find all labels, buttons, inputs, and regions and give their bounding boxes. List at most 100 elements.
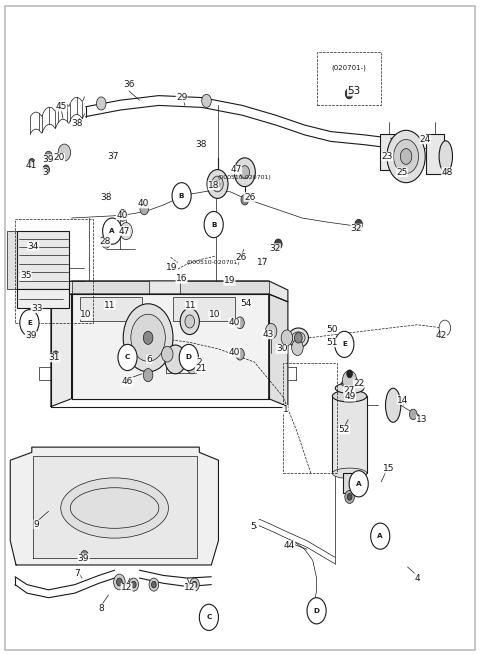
Text: 26: 26 (236, 253, 247, 262)
Bar (17, 231, 69, 289)
Circle shape (347, 493, 352, 500)
Polygon shape (51, 281, 288, 302)
Text: 25: 25 (396, 168, 408, 176)
Circle shape (349, 471, 368, 497)
Text: 53: 53 (348, 86, 360, 96)
Text: 40: 40 (228, 318, 240, 327)
Circle shape (240, 166, 250, 178)
Text: 32: 32 (269, 243, 281, 253)
Text: 49: 49 (344, 392, 356, 401)
Circle shape (120, 222, 132, 239)
Text: 39: 39 (25, 331, 36, 340)
Bar (317, 52, 381, 106)
Circle shape (52, 351, 59, 360)
Text: 34: 34 (27, 241, 39, 251)
Text: 36: 36 (123, 80, 135, 89)
Circle shape (81, 550, 88, 561)
Text: 40: 40 (116, 211, 128, 220)
Circle shape (335, 331, 354, 358)
Polygon shape (180, 281, 269, 294)
Circle shape (192, 581, 197, 588)
Circle shape (132, 581, 136, 588)
Circle shape (439, 320, 451, 336)
Text: A: A (109, 228, 115, 234)
Circle shape (131, 314, 165, 361)
Bar (15, 219, 93, 323)
Text: 28: 28 (99, 237, 111, 246)
Text: 54: 54 (240, 298, 252, 308)
Text: 40: 40 (228, 348, 240, 358)
Text: A: A (356, 481, 361, 487)
Circle shape (241, 194, 249, 205)
Text: B: B (211, 222, 216, 228)
Circle shape (58, 144, 71, 161)
Circle shape (295, 333, 302, 343)
Text: 39: 39 (78, 554, 89, 563)
Circle shape (190, 578, 199, 591)
Circle shape (387, 131, 425, 182)
Text: 19: 19 (166, 263, 178, 272)
Circle shape (292, 340, 303, 356)
Circle shape (129, 578, 139, 591)
Text: 29: 29 (176, 93, 187, 102)
Text: 51: 51 (326, 338, 338, 347)
Circle shape (172, 182, 191, 209)
Bar (343, 474, 356, 493)
Circle shape (114, 574, 125, 590)
Circle shape (28, 159, 35, 168)
Circle shape (275, 239, 282, 249)
Polygon shape (51, 294, 72, 407)
Circle shape (281, 330, 293, 346)
Circle shape (345, 490, 354, 503)
Text: 20: 20 (53, 154, 65, 162)
Text: A: A (377, 533, 383, 539)
Circle shape (202, 94, 211, 108)
Ellipse shape (439, 141, 453, 173)
Text: 33: 33 (31, 304, 42, 313)
Circle shape (179, 344, 198, 371)
Text: D: D (186, 354, 192, 360)
Text: 1: 1 (283, 405, 288, 415)
Circle shape (371, 523, 390, 549)
Text: 5: 5 (250, 522, 256, 531)
Circle shape (123, 304, 173, 372)
Text: 17: 17 (257, 258, 269, 267)
Text: 8: 8 (98, 604, 104, 613)
Text: 13: 13 (416, 415, 428, 424)
Bar (80, 297, 142, 321)
Text: 6: 6 (146, 355, 152, 364)
Circle shape (149, 578, 158, 591)
Text: 38: 38 (100, 193, 112, 201)
Text: 21: 21 (195, 364, 206, 373)
Circle shape (307, 598, 326, 624)
Bar (332, 396, 367, 474)
Text: 40: 40 (138, 199, 149, 208)
Text: 47: 47 (230, 165, 242, 174)
Text: E: E (27, 319, 32, 326)
Text: 22: 22 (353, 379, 364, 388)
Circle shape (236, 348, 244, 360)
Circle shape (355, 219, 362, 230)
Circle shape (342, 371, 357, 390)
Text: 18: 18 (208, 181, 219, 190)
Circle shape (207, 170, 228, 198)
Polygon shape (7, 231, 17, 289)
Text: 15: 15 (383, 464, 394, 473)
Text: 37: 37 (108, 152, 119, 161)
Text: 12: 12 (121, 583, 132, 592)
Circle shape (43, 165, 49, 174)
Circle shape (118, 344, 137, 371)
Polygon shape (72, 281, 149, 294)
Text: 2: 2 (196, 358, 202, 367)
Circle shape (394, 140, 419, 173)
Text: B: B (179, 193, 184, 199)
Bar (426, 134, 444, 174)
Text: 10: 10 (209, 310, 220, 319)
Circle shape (144, 331, 153, 344)
Text: 48: 48 (442, 168, 453, 176)
Circle shape (165, 345, 186, 374)
Text: 4: 4 (414, 573, 420, 583)
Circle shape (215, 180, 220, 187)
Circle shape (152, 581, 156, 588)
Circle shape (185, 315, 194, 328)
